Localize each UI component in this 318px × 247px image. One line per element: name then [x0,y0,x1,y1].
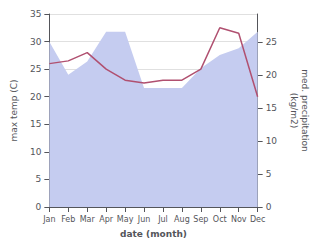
svg-text:0: 0 [36,202,42,212]
svg-text:15: 15 [30,119,41,129]
svg-text:5: 5 [36,174,42,184]
svg-text:25: 25 [266,37,277,47]
svg-text:Sep: Sep [193,215,208,224]
svg-text:15: 15 [266,103,277,113]
svg-text:Jan: Jan [42,215,55,224]
svg-text:Aug: Aug [174,215,190,224]
svg-text:0: 0 [266,202,272,212]
svg-text:Jun: Jun [137,215,151,224]
svg-text:date (month): date (month) [120,229,187,239]
svg-text:Apr: Apr [99,215,114,224]
svg-text:Nov: Nov [231,215,247,224]
svg-text:10: 10 [266,136,278,146]
svg-text:Jul: Jul [157,215,168,224]
svg-text:5: 5 [266,169,272,179]
svg-text:(kg/m2): (kg/m2) [289,93,299,128]
svg-text:35: 35 [30,9,41,19]
svg-text:Feb: Feb [61,215,75,224]
svg-text:May: May [117,215,134,224]
svg-text:Mar: Mar [80,215,96,224]
svg-text:med. precipitation: med. precipitation [300,69,310,151]
svg-text:30: 30 [30,37,42,47]
svg-text:25: 25 [30,64,41,74]
svg-text:Dec: Dec [250,215,265,224]
svg-text:20: 20 [30,92,42,102]
svg-text:Oct: Oct [213,215,227,224]
svg-text:20: 20 [266,70,278,80]
svg-text:10: 10 [30,147,42,157]
svg-text:max temp (C): max temp (C) [9,79,19,141]
